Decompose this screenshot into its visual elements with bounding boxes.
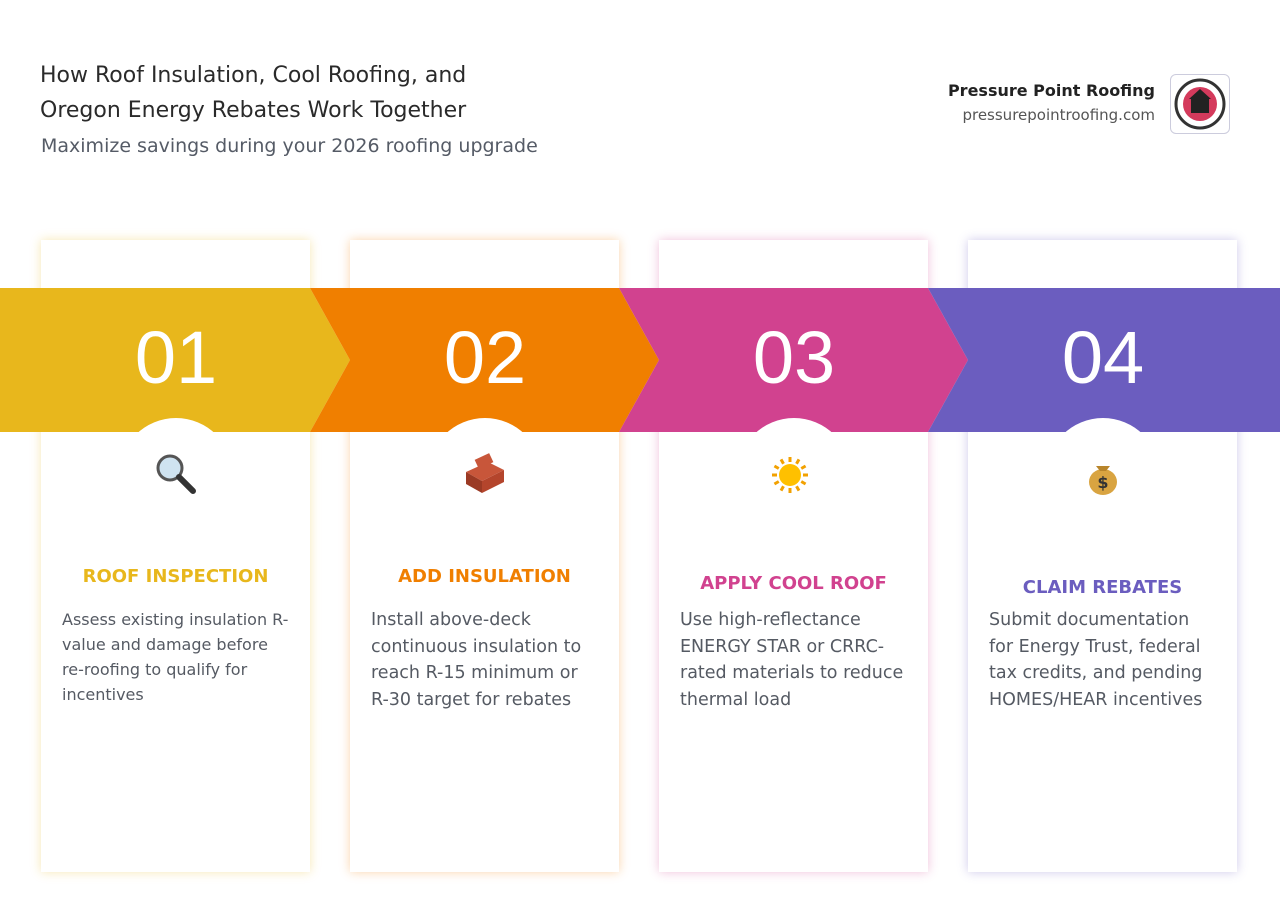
icon-part [779,485,785,492]
arrow-segment [928,288,1280,432]
step-number: 03 [752,316,836,399]
step-number: 04 [1061,316,1145,399]
icon-part [779,464,801,486]
subtitle: Maximize savings during your 2026 roofin… [41,135,538,157]
step-title: ROOF INSPECTION [82,566,269,587]
icon-part [779,458,785,465]
step-icon [737,418,851,532]
icon-part [1096,466,1110,471]
step-icon: $ [1046,418,1160,532]
step-text: Assess existing insulation R-value and d… [62,610,289,704]
icon-part [176,474,196,494]
icon-part [466,462,504,481]
step-icon [119,418,233,532]
icon-part [474,453,494,469]
icon-part [482,470,504,493]
step-text: Install above-deck continuous insulation… [371,610,582,710]
brand-name: Pressure Point Roofing [947,81,1155,100]
step-title: APPLY COOL ROOF [700,573,887,594]
title: How Roof Insulation, Cool Roofing, and O… [40,63,467,123]
arrow-segment [619,288,968,432]
logo [1170,74,1230,134]
step-text: Use high-reflectance ENERGY STAR or CRRC… [680,610,904,710]
brand-url: pressurepointroofing.com [962,106,1155,124]
arrow-segment [0,288,350,432]
icon-part [800,480,807,486]
icon-part [466,472,482,493]
arrow-segment [310,288,659,432]
icon-part [156,454,184,482]
icon-part [800,464,807,470]
step-text: Submit documentation for Energy Trust, f… [989,610,1203,710]
step-number: 01 [134,316,218,399]
logo-mark [1174,78,1226,130]
icon-part [795,458,801,465]
icon-part [1089,469,1117,495]
icon-part [773,464,780,470]
step-number: 02 [443,316,527,399]
step-icon [428,418,542,532]
icon-part: $ [1097,473,1108,492]
icon-part [795,485,801,492]
step-title: CLAIM REBATES [1022,577,1183,598]
step-title: ADD INSULATION [398,566,571,587]
icon-part [773,480,780,486]
